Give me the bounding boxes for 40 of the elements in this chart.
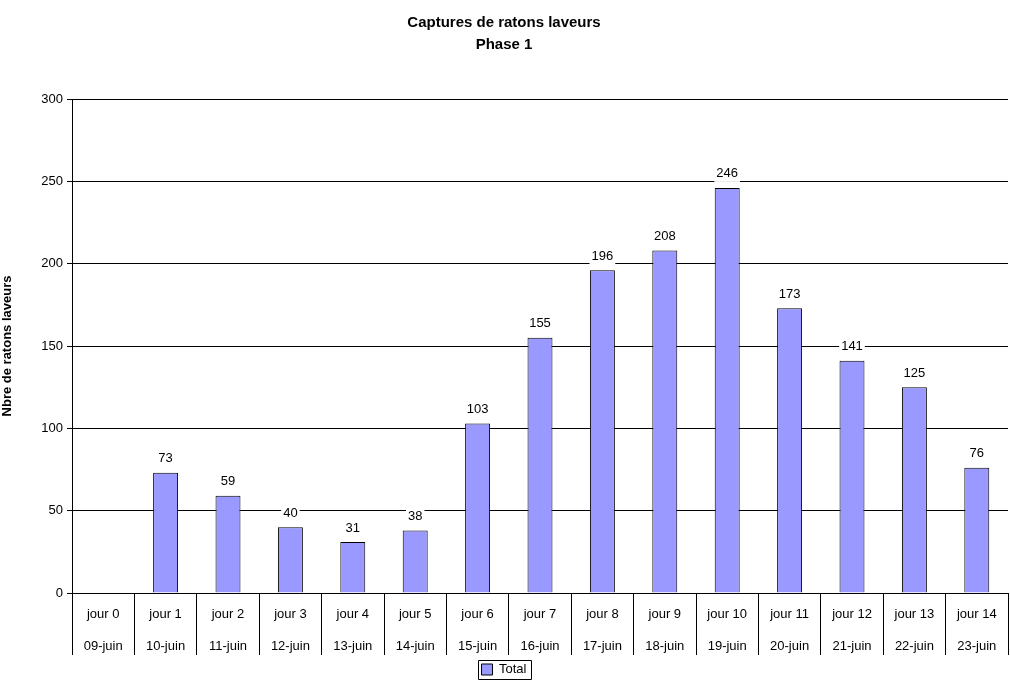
category-label: jour 0 09-juin: [83, 605, 123, 653]
y-tick-label: 300: [41, 90, 63, 106]
category-label: jour 7 16-juin: [520, 605, 560, 653]
y-tick-label: 250: [41, 172, 63, 188]
category-label: jour 11 20-juin: [770, 605, 810, 653]
data-label: 208: [653, 228, 676, 244]
data-label: 31: [345, 519, 361, 535]
data-label: 59: [220, 473, 236, 489]
data-label: 73: [158, 450, 173, 466]
data-label: 76: [969, 445, 985, 461]
data-label: 103: [466, 400, 489, 416]
category-label: jour 2 11-juin: [208, 605, 248, 653]
category-label: jour 12 21-juin: [832, 605, 872, 653]
data-label: 38: [407, 508, 423, 523]
y-tick-label: 0: [55, 584, 63, 600]
data-label: 141: [841, 338, 863, 354]
data-label: 125: [903, 364, 926, 380]
category-label: jour 5 14-juin: [395, 605, 435, 653]
category-label: jour 8 17-juin: [582, 605, 622, 653]
data-label: 155: [529, 315, 551, 331]
y-tick-label: 150: [41, 337, 63, 353]
category-label: jour 14 23-juin: [956, 605, 997, 653]
category-label: jour 9 18-juin: [645, 605, 685, 653]
data-label: 246: [716, 165, 739, 181]
y-axis-title: Nbre de ratons laveurs: [0, 275, 15, 417]
chart-title: Captures de ratons laveurs: [407, 13, 601, 31]
data-label: 40: [283, 504, 298, 520]
category-label: jour 4 13-juin: [333, 605, 373, 653]
category-label: jour 6 15-juin: [458, 605, 498, 653]
data-label: 173: [778, 285, 801, 301]
chart-subtitle: Phase 1: [475, 35, 533, 53]
category-label: jour 10 19-juin: [707, 605, 748, 653]
legend-label: Total: [499, 661, 527, 677]
y-tick-label: 200: [41, 255, 63, 271]
y-tick-label: 100: [41, 419, 63, 435]
y-tick-label: 50: [48, 502, 63, 518]
data-label: 196: [591, 247, 614, 263]
category-label: jour 1 10-juin: [146, 605, 186, 653]
category-label: jour 13 22-juin: [894, 605, 935, 653]
category-label: jour 3 12-juin: [270, 605, 310, 653]
